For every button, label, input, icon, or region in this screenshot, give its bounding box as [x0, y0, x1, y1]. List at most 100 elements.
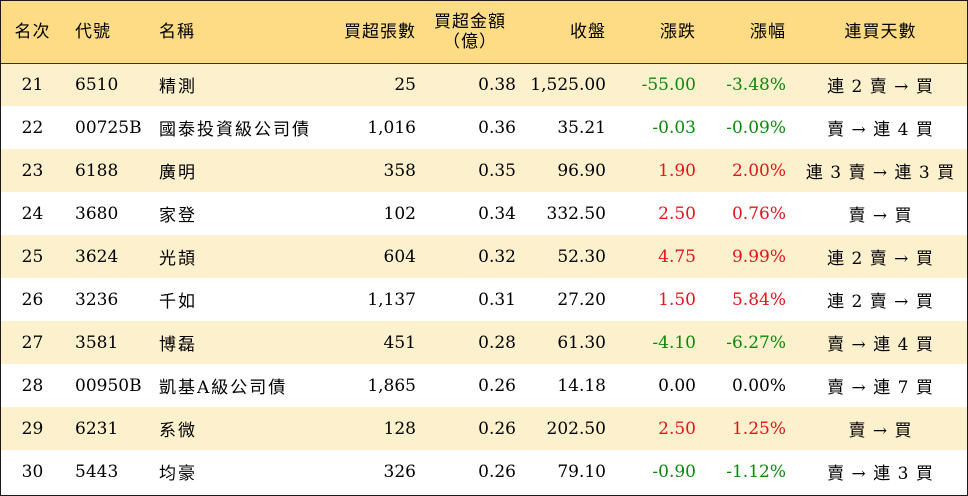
- cell-code: 3581: [75, 332, 119, 353]
- cell-days: 連 2 賣 → 買: [827, 77, 934, 98]
- cell-code: 6188: [75, 160, 119, 181]
- cell-name: 光頡: [159, 249, 197, 269]
- cell-pct: -1.12%: [726, 461, 786, 482]
- table-body: 21 6510 精測 25 0.38 1,525.00 -55.00 -3.48% 連 2 賣 …: [1, 63, 967, 493]
- cell-buy-lots: 25: [394, 74, 416, 95]
- cell-pct: -3.48%: [726, 74, 786, 95]
- cell-buy-amount: 0.32: [478, 246, 516, 267]
- cell-buy-lots: 451: [383, 332, 416, 353]
- cell-close: 27.20: [557, 289, 606, 310]
- cell-rank: 30: [21, 461, 44, 482]
- cell-pct: 1.25%: [731, 418, 786, 439]
- cell-change: 2.50: [658, 418, 696, 439]
- cell-change: -4.10: [652, 332, 696, 353]
- table-row: 22 00725B 國泰投資級公司債 1,016 0.36 35.21 -0.03 -0.09…: [1, 106, 967, 149]
- cell-rank: 27: [21, 332, 44, 353]
- cell-buy-amount: 0.35: [478, 160, 516, 181]
- cell-pct: 0.00%: [731, 375, 786, 396]
- cell-code: 5443: [75, 461, 119, 482]
- cell-code: 3236: [75, 289, 119, 310]
- cell-days: 賣 → 連 7 買: [827, 378, 934, 398]
- cell-buy-lots: 102: [383, 203, 416, 224]
- cell-buy-lots: 128: [383, 418, 416, 439]
- cell-pct: -0.09%: [726, 117, 786, 138]
- cell-name: 系微: [159, 421, 197, 441]
- header-change: 漲跌: [660, 21, 696, 42]
- cell-pct: -6.27%: [726, 332, 786, 353]
- cell-code: 3680: [75, 203, 119, 224]
- header-rank: 名次: [14, 21, 51, 42]
- cell-rank: 26: [21, 289, 44, 310]
- cell-buy-lots: 1,137: [367, 289, 416, 310]
- cell-close: 79.10: [557, 461, 606, 482]
- cell-code: 6231: [75, 418, 119, 439]
- cell-buy-amount: 0.38: [478, 74, 516, 95]
- header-buy-lots: 買超張數: [344, 21, 416, 42]
- cell-buy-lots: 326: [383, 461, 416, 482]
- cell-change: 4.75: [658, 246, 696, 267]
- table-row: 25 3624 光頡 604 0.32 52.30 4.75 9.99% 連 2 賣 → 買: [1, 235, 967, 278]
- cell-close: 202.50: [546, 418, 606, 439]
- table-header-row: 名次 代號 名稱 買超張數 買超金額 （億） 收盤 漲跌 漲幅 連買天數: [1, 1, 967, 63]
- cell-name: 精測: [159, 77, 197, 98]
- cell-code: 00725B: [75, 117, 142, 138]
- cell-close: 35.21: [557, 117, 606, 138]
- cell-close: 52.30: [557, 246, 606, 267]
- cell-days: 連 3 賣 → 連 3 買: [805, 163, 956, 183]
- cell-close: 1,525.00: [530, 74, 606, 95]
- cell-buy-amount: 0.26: [478, 461, 516, 482]
- header-code: 代號: [75, 21, 111, 42]
- cell-days: 連 2 賣 → 買: [827, 249, 934, 269]
- header-days: 連買天數: [844, 21, 917, 42]
- cell-rank: 29: [21, 418, 44, 439]
- cell-code: 00950B: [75, 375, 142, 396]
- cell-rank: 21: [21, 74, 44, 95]
- table-row: 21 6510 精測 25 0.38 1,525.00 -55.00 -3.48% 連 2 賣 …: [1, 63, 967, 106]
- cell-close: 96.90: [557, 160, 606, 181]
- cell-rank: 28: [21, 375, 44, 396]
- cell-pct: 9.99%: [731, 246, 786, 267]
- cell-change: -55.00: [641, 74, 696, 95]
- cell-days: 賣 → 買: [848, 421, 913, 441]
- header-close: 收盤: [570, 21, 606, 42]
- cell-rank: 22: [21, 117, 44, 138]
- cell-days: 連 2 賣 → 買: [827, 292, 934, 312]
- cell-name: 家登: [159, 206, 197, 226]
- header-buy-amount-line1: 買超金額: [434, 11, 506, 32]
- cell-change: -0.90: [652, 461, 696, 482]
- cell-buy-lots: 1,865: [367, 375, 416, 396]
- cell-name: 博磊: [159, 335, 197, 355]
- header-name: 名稱: [159, 21, 195, 42]
- table-row: 28 00950B 凱基A級公司債 1,865 0.26 14.18 0.00 0.00% 賣 …: [1, 364, 967, 407]
- table-row: 29 6231 系微 128 0.26 202.50 2.50 1.25% 賣 → 買: [1, 407, 967, 450]
- table-row: 26 3236 千如 1,137 0.31 27.20 1.50 5.84% 連 2 賣 → 買: [1, 278, 967, 321]
- cell-pct: 0.76%: [731, 203, 786, 224]
- cell-rank: 24: [21, 203, 44, 224]
- cell-buy-lots: 1,016: [367, 117, 416, 138]
- header-pct: 漲幅: [750, 21, 786, 42]
- cell-buy-amount: 0.34: [478, 203, 516, 224]
- table-row: 30 5443 均豪 326 0.26 79.10 -0.90 -1.12% 賣 → 連 3 買: [1, 450, 967, 493]
- cell-close: 61.30: [557, 332, 606, 353]
- cell-name: 千如: [159, 292, 197, 312]
- cell-pct: 2.00%: [731, 160, 786, 181]
- cell-rank: 25: [21, 246, 44, 267]
- cell-pct: 5.84%: [731, 289, 786, 310]
- cell-buy-amount: 0.26: [478, 375, 516, 396]
- cell-days: 賣 → 連 3 買: [827, 464, 934, 484]
- cell-name: 國泰投資級公司債: [159, 120, 311, 140]
- cell-name: 凱基A級公司債: [159, 378, 288, 398]
- cell-change: 1.50: [658, 289, 696, 310]
- header-buy-amount-line2: （億）: [443, 31, 497, 52]
- cell-days: 賣 → 買: [848, 206, 913, 226]
- header-buy-amount: 買超金額 （億）: [424, 1, 524, 63]
- cell-buy-amount: 0.31: [478, 289, 516, 310]
- table-row: 24 3680 家登 102 0.34 332.50 2.50 0.76% 賣 → 買: [1, 192, 967, 235]
- cell-close: 332.50: [546, 203, 606, 224]
- table-row: 23 6188 廣明 358 0.35 96.90 1.90 2.00% 連 3 賣 → 連 3…: [1, 149, 967, 192]
- cell-code: 6510: [75, 74, 119, 95]
- cell-close: 14.18: [557, 375, 606, 396]
- cell-change: -0.03: [652, 117, 696, 138]
